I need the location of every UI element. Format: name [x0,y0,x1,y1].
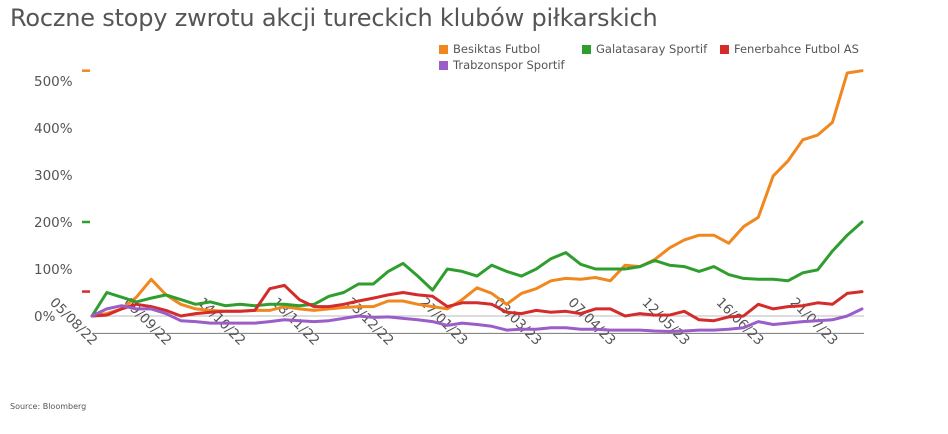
legend-label-fenerbahce: Fenerbahce Futbol AS [734,42,859,56]
y-tick-label: 400% [34,121,73,137]
x-tick-label: 12/05/23 [639,295,693,349]
legend-item-besiktas: Besiktas Futbol [439,42,540,56]
legend-swatch-galatasaray [582,44,591,54]
series-line-3 [90,304,864,333]
legend-label-trabzonspor: Trabzonspor Sportif [453,58,565,72]
legend-swatch-fenerbahce [720,44,729,54]
chart-title: Roczne stopy zwrotu akcji tureckich klub… [10,4,658,32]
source-note: Source: Bloomberg [10,402,87,411]
legend-swatch-besiktas [439,44,448,54]
series-line-2 [90,283,864,323]
legend-swatch-trabzonspor [439,60,448,70]
y-tick-label: 200% [34,215,73,231]
y-tick-label: 0% [34,309,56,325]
legend-item-fenerbahce: Fenerbahce Futbol AS [720,42,859,56]
y-tick-label: 100% [34,262,73,278]
y-tick-label: 500% [34,74,73,90]
series-line-1 [90,220,864,318]
legend-item-galatasaray: Galatasaray Sportif [582,42,707,56]
y-tick-label: 300% [34,168,73,184]
legend-label-galatasaray: Galatasaray Sportif [596,42,708,56]
legend-label-besiktas: Besiktas Futbol [453,42,541,56]
x-tick-label: 03/03/23 [491,295,545,349]
x-tick-label: 07/04/23 [565,295,619,349]
legend-item-trabzonspor: Trabzonspor Sportif [439,58,565,72]
